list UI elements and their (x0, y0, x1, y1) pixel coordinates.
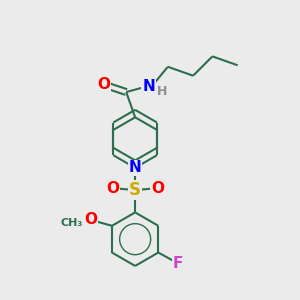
Text: O: O (85, 212, 98, 227)
Text: S: S (129, 181, 141, 199)
Text: CH₃: CH₃ (61, 218, 83, 228)
Text: O: O (151, 181, 164, 196)
Text: O: O (98, 77, 110, 92)
Text: N: N (142, 79, 155, 94)
Text: H: H (157, 85, 167, 98)
Text: F: F (172, 256, 183, 271)
Text: O: O (106, 181, 119, 196)
Text: N: N (129, 160, 142, 175)
